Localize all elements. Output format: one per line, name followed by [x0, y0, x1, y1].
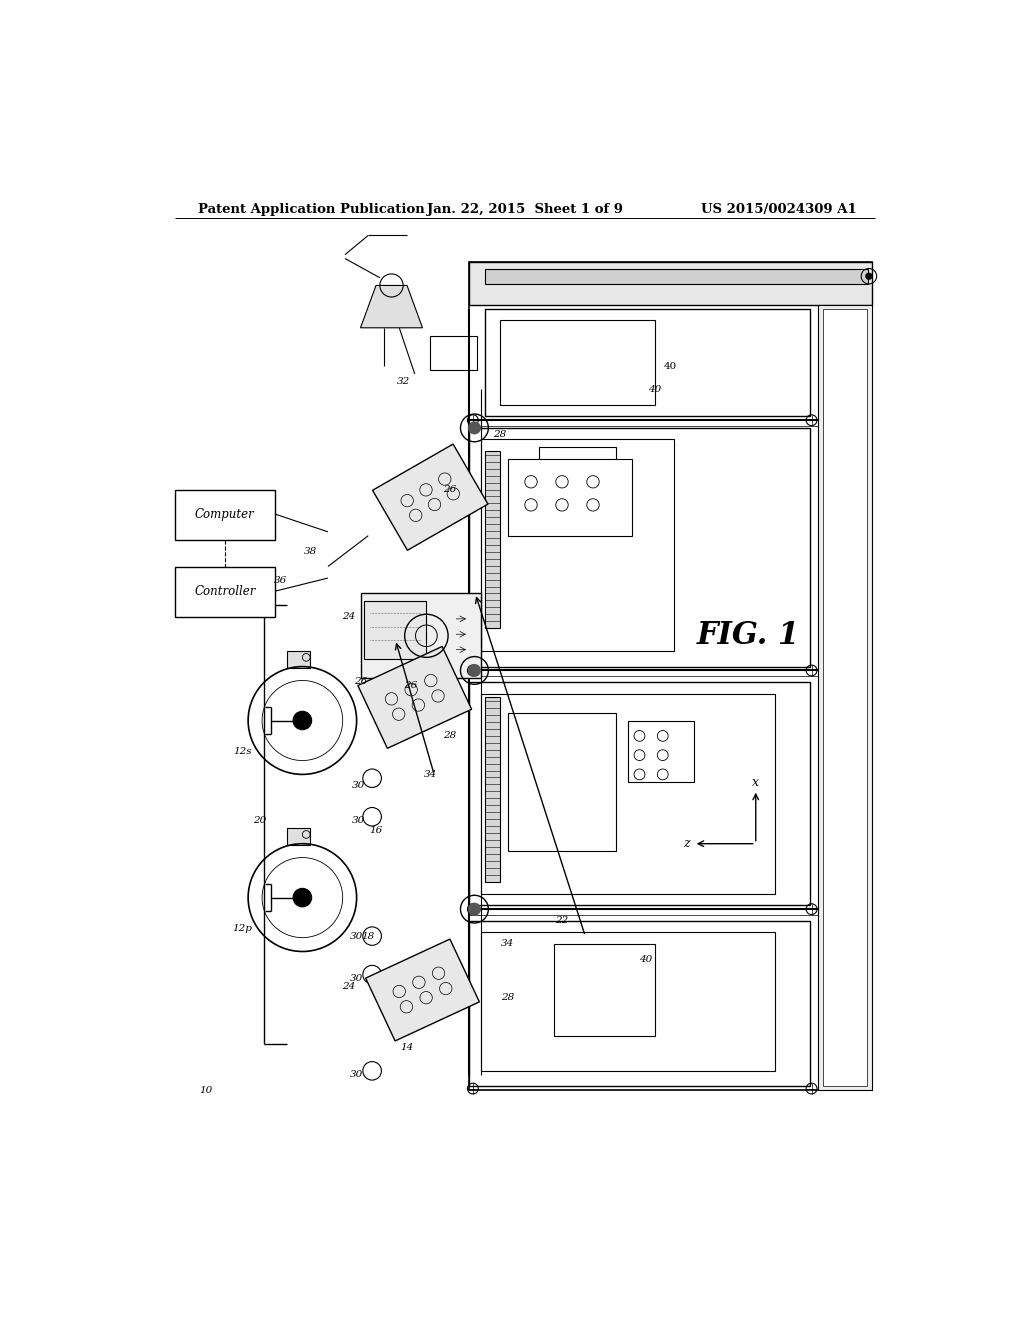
Text: 34: 34 [501, 940, 514, 948]
Text: Jan. 22, 2015  Sheet 1 of 9: Jan. 22, 2015 Sheet 1 of 9 [427, 203, 623, 216]
Text: 34: 34 [424, 770, 437, 779]
Bar [508, 459, 632, 536]
Bar [469, 682, 810, 906]
Text: 30: 30 [350, 974, 364, 983]
Bar [480, 932, 775, 1071]
Text: 30: 30 [350, 1071, 364, 1080]
Circle shape [468, 422, 480, 434]
Text: 12s: 12s [233, 747, 252, 756]
Text: 28: 28 [501, 993, 514, 1002]
Bar [174, 490, 275, 540]
Bar [469, 263, 872, 1090]
Text: 28: 28 [443, 731, 457, 741]
Text: 40: 40 [648, 385, 662, 393]
Bar [365, 601, 426, 659]
Text: 30: 30 [352, 816, 366, 825]
Text: z: z [683, 837, 689, 850]
Text: 40: 40 [664, 362, 677, 371]
Text: x: x [753, 776, 759, 788]
Text: 36: 36 [274, 576, 288, 585]
Bar [287, 651, 310, 668]
Bar [484, 309, 810, 416]
Circle shape [293, 888, 311, 907]
Bar [484, 697, 500, 882]
Text: 16: 16 [370, 826, 383, 836]
Text: 26: 26 [443, 484, 457, 494]
Bar [360, 594, 480, 678]
Bar [500, 321, 655, 405]
Text: Patent Application Publication: Patent Application Publication [198, 203, 425, 216]
Text: 24: 24 [342, 982, 355, 990]
Text: Computer: Computer [195, 508, 255, 520]
Bar [174, 566, 275, 616]
Circle shape [468, 664, 480, 677]
Polygon shape [373, 444, 488, 550]
Text: 26: 26 [404, 681, 418, 690]
Text: 10: 10 [199, 1085, 212, 1094]
Bar [469, 263, 872, 305]
Bar [287, 829, 310, 845]
Text: 30: 30 [350, 932, 364, 941]
Bar [480, 693, 775, 894]
Text: 20: 20 [253, 816, 266, 825]
Text: 14: 14 [400, 1043, 414, 1052]
Polygon shape [366, 939, 479, 1041]
Text: 32: 32 [396, 378, 410, 387]
Text: 18: 18 [361, 932, 375, 941]
Text: 22: 22 [555, 916, 568, 925]
Text: 12p: 12p [232, 924, 253, 933]
Bar [818, 305, 872, 1090]
Bar [628, 721, 693, 781]
Text: 28: 28 [494, 429, 507, 438]
Text: 38: 38 [303, 546, 316, 556]
Text: 30: 30 [352, 781, 366, 791]
Circle shape [468, 903, 480, 915]
Bar [469, 428, 810, 667]
Circle shape [866, 273, 872, 280]
Bar [539, 447, 616, 502]
Bar [469, 921, 810, 1086]
Text: 40: 40 [639, 954, 652, 964]
Text: 26: 26 [354, 677, 368, 686]
Bar [484, 451, 500, 628]
Circle shape [293, 711, 311, 730]
Text: Controller: Controller [195, 585, 256, 598]
Bar [430, 335, 477, 370]
Polygon shape [357, 647, 472, 748]
Text: FIG. 1: FIG. 1 [696, 620, 800, 651]
Bar [508, 713, 616, 851]
Bar [480, 440, 675, 651]
Polygon shape [360, 285, 423, 327]
Bar [823, 309, 866, 1086]
Bar [484, 268, 868, 284]
Text: 24: 24 [342, 612, 355, 620]
Bar [554, 944, 655, 1036]
Text: US 2015/0024309 A1: US 2015/0024309 A1 [700, 203, 856, 216]
